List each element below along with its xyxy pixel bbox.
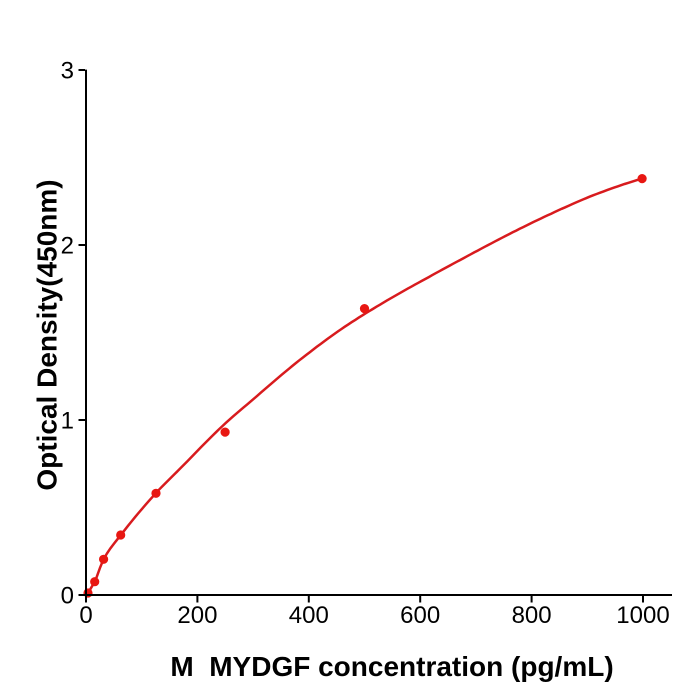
svg-text:1: 1 <box>61 408 74 435</box>
svg-text:400: 400 <box>289 602 329 629</box>
svg-text:600: 600 <box>400 602 440 629</box>
svg-text:800: 800 <box>512 602 552 629</box>
svg-text:200: 200 <box>177 602 217 629</box>
svg-text:3: 3 <box>61 58 74 85</box>
svg-text:1000: 1000 <box>616 602 669 629</box>
svg-text:0: 0 <box>61 583 74 610</box>
svg-text:Optical Density(450nm): Optical Density(450nm) <box>32 179 63 490</box>
svg-text:M MYDGF concentration (pg/mL): M MYDGF concentration (pg/mL) <box>170 651 613 682</box>
svg-text:0: 0 <box>79 602 92 629</box>
svg-text:2: 2 <box>61 233 74 260</box>
